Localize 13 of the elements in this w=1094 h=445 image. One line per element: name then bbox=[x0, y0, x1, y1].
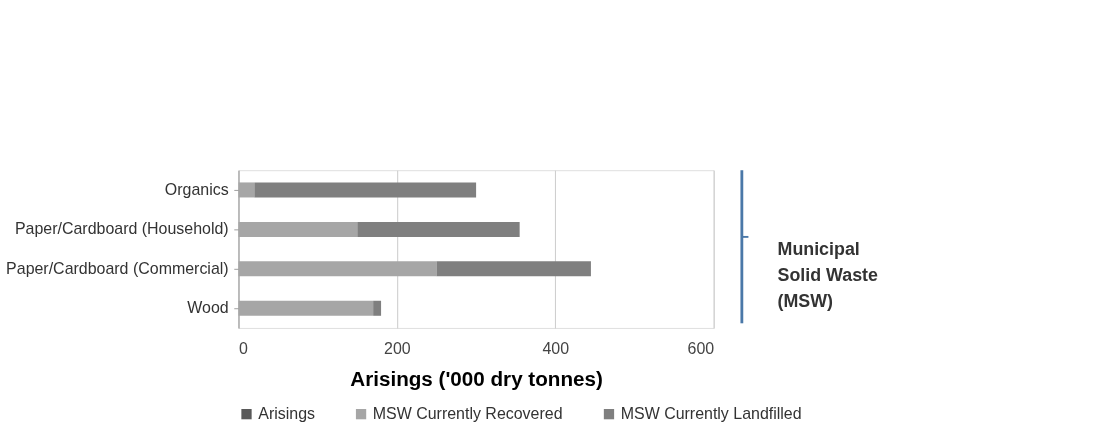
x-tick-label: 0 bbox=[238, 339, 248, 357]
text: Municipal Solid Waste (MSW) bbox=[777, 238, 878, 312]
y-tick-label: Paper/Cardboard (Commercial) bbox=[6, 259, 229, 277]
x-tick-label: 400 bbox=[542, 339, 570, 357]
x-axis-title: Arisings ('000 dry tonnes) bbox=[350, 366, 603, 390]
x-tick-label: 600 bbox=[687, 339, 715, 357]
legend-label: MSW Currently Recovered bbox=[372, 404, 563, 422]
legend-label: MSW Currently Landfilled bbox=[620, 404, 802, 422]
legend-label: Arisings bbox=[258, 404, 315, 422]
x-tick-label: 200 bbox=[384, 339, 411, 357]
y-tick-label: Wood bbox=[187, 298, 229, 316]
y-tick-label: Paper/Cardboard (Household) bbox=[14, 220, 229, 238]
y-tick-label: Organics bbox=[164, 180, 229, 198]
